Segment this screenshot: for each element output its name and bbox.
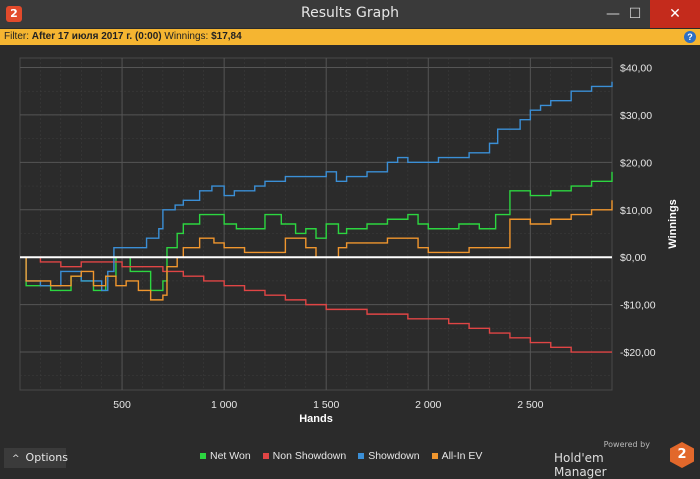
plot-area (19, 57, 613, 391)
y-tick-label: $20,00 (620, 157, 652, 169)
x-axis-label: Hands (299, 413, 333, 425)
x-tick-label: 500 (113, 399, 131, 411)
y-tick-label: $40,00 (620, 62, 652, 74)
x-tick-label: 1 000 (211, 399, 237, 411)
legend-swatch (262, 453, 269, 460)
results-chart: $40,00 $30,00 $20,00 $10,00 $0,00 -$10,00 -$20… (19, 57, 679, 425)
window-title: Results Graph (301, 5, 399, 21)
legend-label: Net Won (210, 450, 251, 462)
series-line-net-won (20, 171, 613, 292)
series-line-showdown (20, 81, 613, 292)
winnings-value: $17,84 (211, 31, 242, 42)
maximize-button[interactable]: ☐ (628, 6, 642, 22)
chevron-up-icon: ^ (12, 454, 20, 464)
y-tick-label: $0,00 (620, 252, 646, 264)
filter-bar: Filter: After 17 июля 2017 г. (0:00) Win… (0, 29, 700, 45)
x-tick-label: 1 500 (313, 399, 339, 411)
legend-label: Showdown (368, 450, 420, 462)
chart-series (20, 81, 613, 353)
legend-label: All-In EV (441, 450, 483, 462)
legend-item[interactable]: Non Showdown (262, 450, 347, 462)
y-tick-label: -$20,00 (620, 347, 656, 359)
options-label: Options (25, 451, 68, 464)
legend-swatch (200, 453, 206, 460)
legend-item[interactable]: All-In EV (431, 450, 483, 462)
brand: Powered by Hold'em Manager 2 (554, 440, 694, 479)
minimize-button[interactable]: — (606, 6, 620, 22)
legend-label: Non Showdown (272, 450, 347, 462)
chart-legend: Net Won Non Showdown Showdown All-In EV (200, 450, 494, 466)
help-icon[interactable]: ? (684, 31, 696, 43)
filter-prefix: Filter: (4, 31, 29, 42)
legend-swatch (358, 453, 365, 460)
hem-logo-icon: 2 (670, 442, 694, 468)
x-tick-label: 2 500 (517, 399, 543, 411)
y-tick-label: $30,00 (620, 110, 652, 122)
chart-axes: $40,00 $30,00 $20,00 $10,00 $0,00 -$10,00 -$20… (20, 62, 679, 425)
title-bar: 2 Results Graph — ☐ ✕ (0, 0, 700, 28)
app-logo-icon[interactable]: 2 (6, 6, 22, 22)
series-line-non-showdown (20, 256, 612, 353)
powered-by-label: Powered by (603, 440, 650, 449)
x-tick-label: 2 000 (415, 399, 441, 411)
y-axis-label: Winnings (667, 199, 679, 248)
chart-grid (19, 57, 613, 391)
legend-item[interactable]: Showdown (358, 450, 420, 462)
legend-item[interactable]: Net Won (200, 450, 251, 462)
filter-value: After 17 июля 2017 г. (0:00) (31, 31, 162, 42)
options-button[interactable]: ^ Options (4, 448, 68, 468)
y-tick-label: -$10,00 (620, 300, 656, 312)
y-tick-label: $10,00 (620, 205, 652, 217)
series-line-all-in-ev (20, 200, 613, 301)
winnings-label: Winnings: (164, 31, 209, 42)
legend-swatch (431, 453, 438, 460)
close-button[interactable]: ✕ (650, 0, 700, 28)
